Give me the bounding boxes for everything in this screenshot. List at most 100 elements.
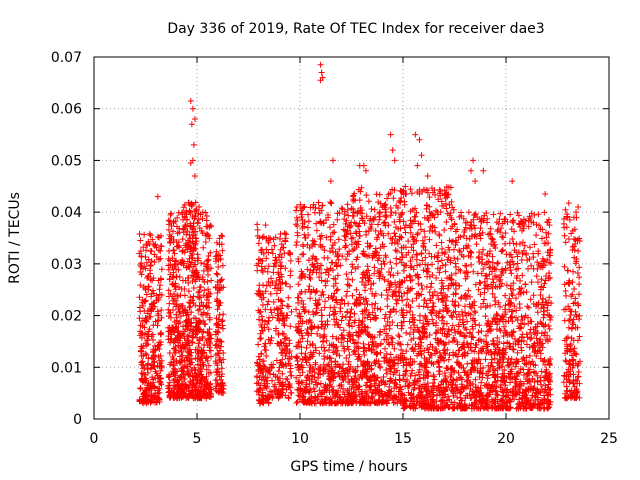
data-point <box>334 286 341 293</box>
data-point <box>150 275 157 282</box>
data-point <box>192 315 199 322</box>
data-point <box>344 281 351 288</box>
data-point <box>338 331 345 338</box>
data-point <box>206 326 213 333</box>
data-point <box>262 222 269 229</box>
data-point <box>141 371 148 378</box>
data-point <box>195 351 202 358</box>
data-point <box>165 248 172 255</box>
data-point <box>298 350 305 357</box>
data-point <box>136 315 143 322</box>
data-point <box>259 234 266 241</box>
data-point <box>200 309 207 316</box>
data-point <box>155 317 162 324</box>
data-point <box>203 381 210 388</box>
data-point <box>192 235 199 242</box>
data-point <box>214 271 221 278</box>
data-point <box>179 258 186 265</box>
data-point <box>276 235 283 242</box>
data-point <box>342 220 349 227</box>
data-point <box>280 362 287 369</box>
data-point <box>273 305 280 312</box>
data-point <box>172 283 179 290</box>
data-point <box>196 276 203 283</box>
data-point <box>295 258 302 265</box>
data-point <box>297 274 304 281</box>
data-point <box>180 323 187 330</box>
data-point <box>282 237 289 244</box>
data-point <box>214 278 221 285</box>
data-point <box>203 292 210 299</box>
data-point <box>181 344 188 351</box>
data-point <box>183 240 190 247</box>
data-point <box>341 211 348 218</box>
data-point <box>287 368 294 375</box>
data-point <box>150 336 157 343</box>
data-point <box>281 317 288 324</box>
data-point <box>335 236 342 243</box>
data-point <box>344 309 351 316</box>
data-point <box>219 262 226 269</box>
data-point <box>141 307 148 314</box>
data-point <box>213 320 220 327</box>
data-point <box>181 335 188 342</box>
data-point <box>293 207 300 214</box>
data-point <box>325 294 332 301</box>
data-point <box>195 344 202 351</box>
data-point <box>268 275 275 282</box>
data-point <box>255 353 262 360</box>
data-point <box>137 332 144 339</box>
data-point <box>338 205 345 212</box>
data-point <box>172 343 179 350</box>
data-point <box>154 375 161 382</box>
data-point <box>255 287 262 294</box>
data-point <box>299 335 306 342</box>
data-point <box>345 358 352 365</box>
data-point <box>143 247 150 254</box>
data-point <box>199 350 206 357</box>
data-point <box>254 221 261 228</box>
data-point <box>273 325 280 332</box>
data-point <box>339 332 346 339</box>
data-point <box>278 254 285 261</box>
data-point <box>184 274 191 281</box>
data-point <box>142 375 149 382</box>
data-point <box>142 297 149 304</box>
data-point <box>255 256 262 263</box>
data-point <box>216 252 223 259</box>
data-point <box>195 216 202 223</box>
data-point <box>186 373 193 380</box>
data-point <box>168 210 175 217</box>
data-point <box>186 255 193 262</box>
data-point <box>280 347 287 354</box>
data-point <box>154 233 161 240</box>
data-point <box>318 277 325 284</box>
data-point <box>265 400 272 407</box>
data-point <box>214 371 221 378</box>
data-point <box>328 200 335 207</box>
data-point <box>174 214 181 221</box>
data-point <box>197 211 204 218</box>
data-point <box>207 369 214 376</box>
data-point <box>318 270 325 277</box>
data-point <box>320 291 327 298</box>
data-point <box>153 399 160 406</box>
data-point <box>170 269 177 276</box>
data-point <box>281 335 288 342</box>
data-point <box>275 271 282 278</box>
data-point <box>268 334 275 341</box>
data-point <box>269 377 276 384</box>
data-point <box>146 326 153 333</box>
data-point <box>347 223 354 230</box>
data-point <box>170 365 177 372</box>
data-point <box>263 353 270 360</box>
data-point <box>294 327 301 334</box>
data-point <box>203 355 210 362</box>
data-point <box>173 257 180 264</box>
data-point <box>152 347 159 354</box>
data-point <box>279 370 286 377</box>
data-point <box>180 225 187 232</box>
data-point <box>342 244 349 251</box>
data-point <box>327 199 334 206</box>
data-point <box>305 231 312 238</box>
